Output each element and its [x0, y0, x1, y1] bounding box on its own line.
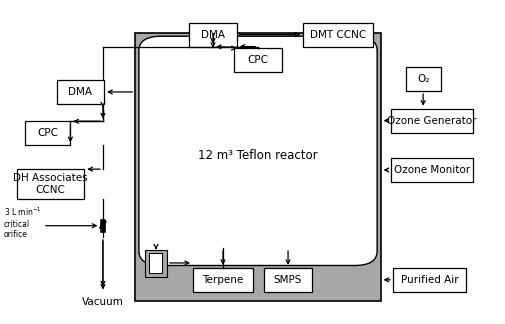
FancyBboxPatch shape: [57, 80, 104, 104]
Text: 12 m³ Teflon reactor: 12 m³ Teflon reactor: [198, 149, 317, 162]
FancyBboxPatch shape: [17, 169, 84, 199]
Text: DMA: DMA: [68, 87, 92, 97]
Text: Ozone Generator: Ozone Generator: [387, 116, 476, 126]
Text: Terpene: Terpene: [202, 275, 243, 285]
FancyBboxPatch shape: [149, 253, 162, 273]
Text: DMT CCNC: DMT CCNC: [310, 29, 366, 40]
FancyBboxPatch shape: [390, 109, 473, 133]
Text: Ozone Monitor: Ozone Monitor: [393, 165, 469, 175]
FancyBboxPatch shape: [189, 23, 236, 47]
Text: SMPS: SMPS: [273, 275, 301, 285]
FancyBboxPatch shape: [390, 158, 473, 182]
FancyBboxPatch shape: [392, 268, 465, 292]
Text: 3 L min$^{-1}$
critical
orifice: 3 L min$^{-1}$ critical orifice: [4, 206, 41, 239]
Text: DH Associates
CCNC: DH Associates CCNC: [13, 173, 87, 195]
Text: CPC: CPC: [37, 128, 58, 138]
FancyBboxPatch shape: [302, 23, 372, 47]
FancyBboxPatch shape: [139, 36, 376, 265]
Text: CPC: CPC: [247, 55, 268, 65]
FancyBboxPatch shape: [192, 268, 252, 292]
FancyBboxPatch shape: [234, 48, 281, 72]
Text: Purified Air: Purified Air: [400, 275, 458, 285]
FancyBboxPatch shape: [145, 249, 167, 277]
FancyBboxPatch shape: [405, 67, 440, 91]
Text: O₂: O₂: [416, 74, 429, 84]
FancyBboxPatch shape: [25, 122, 70, 145]
FancyBboxPatch shape: [135, 33, 380, 301]
FancyBboxPatch shape: [264, 268, 311, 292]
Text: Vacuum: Vacuum: [82, 297, 124, 307]
Text: DMA: DMA: [200, 29, 225, 40]
